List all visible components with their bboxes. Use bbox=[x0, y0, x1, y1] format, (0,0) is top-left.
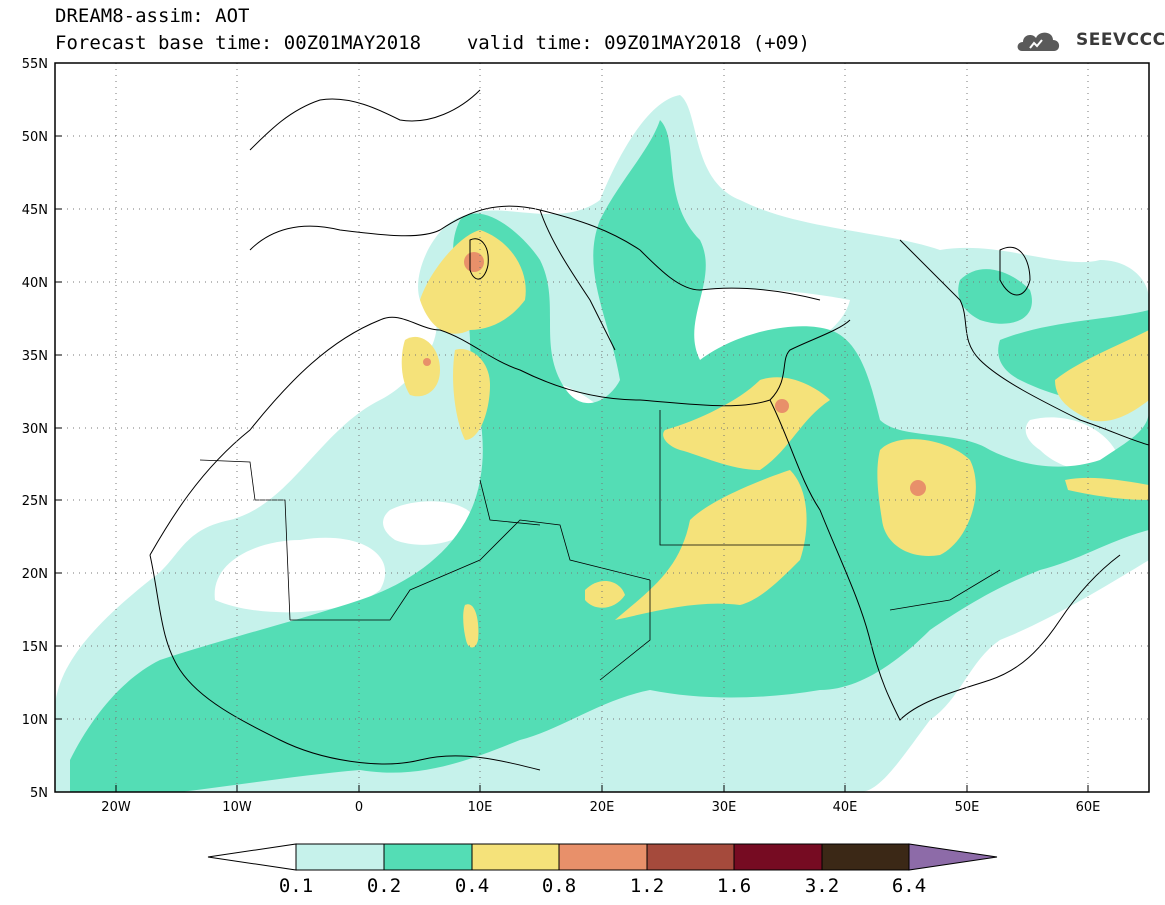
lat-label: 10N bbox=[22, 713, 48, 728]
colorbar-label: 1.2 bbox=[630, 875, 664, 897]
colorbar-label: 0.4 bbox=[455, 875, 489, 897]
map-title: DREAM8-assim: AOT bbox=[55, 5, 250, 27]
lon-label: 40E bbox=[833, 800, 858, 815]
lat-label: 45N bbox=[22, 203, 48, 218]
colorbar-swatch bbox=[295, 843, 385, 871]
lat-label: 5N bbox=[30, 786, 48, 801]
borders bbox=[199, 410, 1001, 681]
aot-band-high-arabia bbox=[877, 439, 976, 556]
colorbar-swatch bbox=[821, 843, 910, 871]
lat-label: 25N bbox=[22, 494, 48, 509]
latitude-labels: 55N 50N 45N 40N 35N 30N 25N 20N 15N 10N … bbox=[22, 57, 48, 801]
colorbar-swatch bbox=[646, 843, 735, 871]
lat-label: 55N bbox=[22, 57, 48, 72]
longitude-labels: 20W 10W 0 10E 20E 30E 40E 50E 60E bbox=[101, 800, 1100, 815]
aot-peak-algeria bbox=[423, 358, 431, 366]
graticule bbox=[55, 63, 1149, 792]
time-info: Forecast base time: 00Z01MAY2018 valid t… bbox=[55, 33, 810, 53]
colorbar-swatch bbox=[733, 843, 823, 871]
lat-label: 30N bbox=[22, 422, 48, 437]
cloud-icon bbox=[1017, 32, 1060, 51]
colorbar-label: 0.8 bbox=[542, 875, 576, 897]
colorbar-label: 3.2 bbox=[805, 875, 839, 897]
aot-field bbox=[55, 95, 1149, 792]
aot-band-high-gulf bbox=[1065, 477, 1149, 500]
lon-label: 60E bbox=[1076, 800, 1101, 815]
logo-text: SEEVCCC bbox=[1076, 30, 1165, 50]
colorbar-swatch bbox=[558, 843, 648, 871]
colorbar-swatch bbox=[383, 843, 473, 871]
lon-label: 20W bbox=[101, 800, 131, 815]
clear-area-sahara-west bbox=[214, 537, 386, 613]
lon-label: 0 bbox=[355, 800, 363, 815]
clear-area-algeria bbox=[383, 501, 475, 545]
aot-band-high-tunisia bbox=[401, 336, 440, 397]
colorbar-high-arrow bbox=[908, 843, 998, 871]
aot-band-high-libya-coast bbox=[453, 349, 490, 440]
lat-label: 20N bbox=[22, 567, 48, 582]
aot-peak-arabia bbox=[910, 480, 926, 496]
valid-time-label: valid time: 09Z01MAY2018 (+09) bbox=[466, 32, 810, 54]
colorbar-low-arrow bbox=[207, 843, 297, 871]
lat-label: 15N bbox=[22, 640, 48, 655]
aot-peak-sinai bbox=[775, 399, 789, 413]
colorbar: 0.1 0.2 0.4 0.8 1.2 1.6 3.2 6.4 bbox=[207, 843, 998, 897]
lon-label: 10E bbox=[468, 800, 493, 815]
aot-band-high-chad bbox=[585, 580, 625, 608]
lat-label: 35N bbox=[22, 349, 48, 364]
axis-ticks bbox=[55, 62, 1089, 792]
aot-peak-sardinia bbox=[464, 252, 484, 272]
lon-label: 30E bbox=[712, 800, 737, 815]
lat-label: 50N bbox=[22, 130, 48, 145]
aot-band-mid bbox=[70, 120, 1149, 792]
colorbar-label: 6.4 bbox=[892, 875, 926, 897]
aot-band-high-sardinia bbox=[420, 230, 526, 334]
aot-band-high-iran bbox=[1055, 330, 1149, 422]
lon-label: 10W bbox=[222, 800, 252, 815]
aot-band-mid-east bbox=[958, 269, 1032, 324]
colorbar-label: 0.2 bbox=[367, 875, 401, 897]
colorbar-label: 1.6 bbox=[717, 875, 751, 897]
colorbar-label: 0.1 bbox=[279, 875, 313, 897]
colorbar-swatch bbox=[471, 843, 560, 871]
base-time-label: Forecast base time: 00Z01MAY2018 bbox=[55, 32, 422, 54]
aot-band-high-egypt bbox=[663, 377, 830, 470]
aot-band-high-niger bbox=[463, 604, 479, 648]
lon-label: 50E bbox=[955, 800, 980, 815]
lon-label: 20E bbox=[590, 800, 615, 815]
clear-area-arabia bbox=[1025, 417, 1120, 471]
coastlines bbox=[149, 89, 1149, 771]
lat-label: 40N bbox=[22, 276, 48, 291]
